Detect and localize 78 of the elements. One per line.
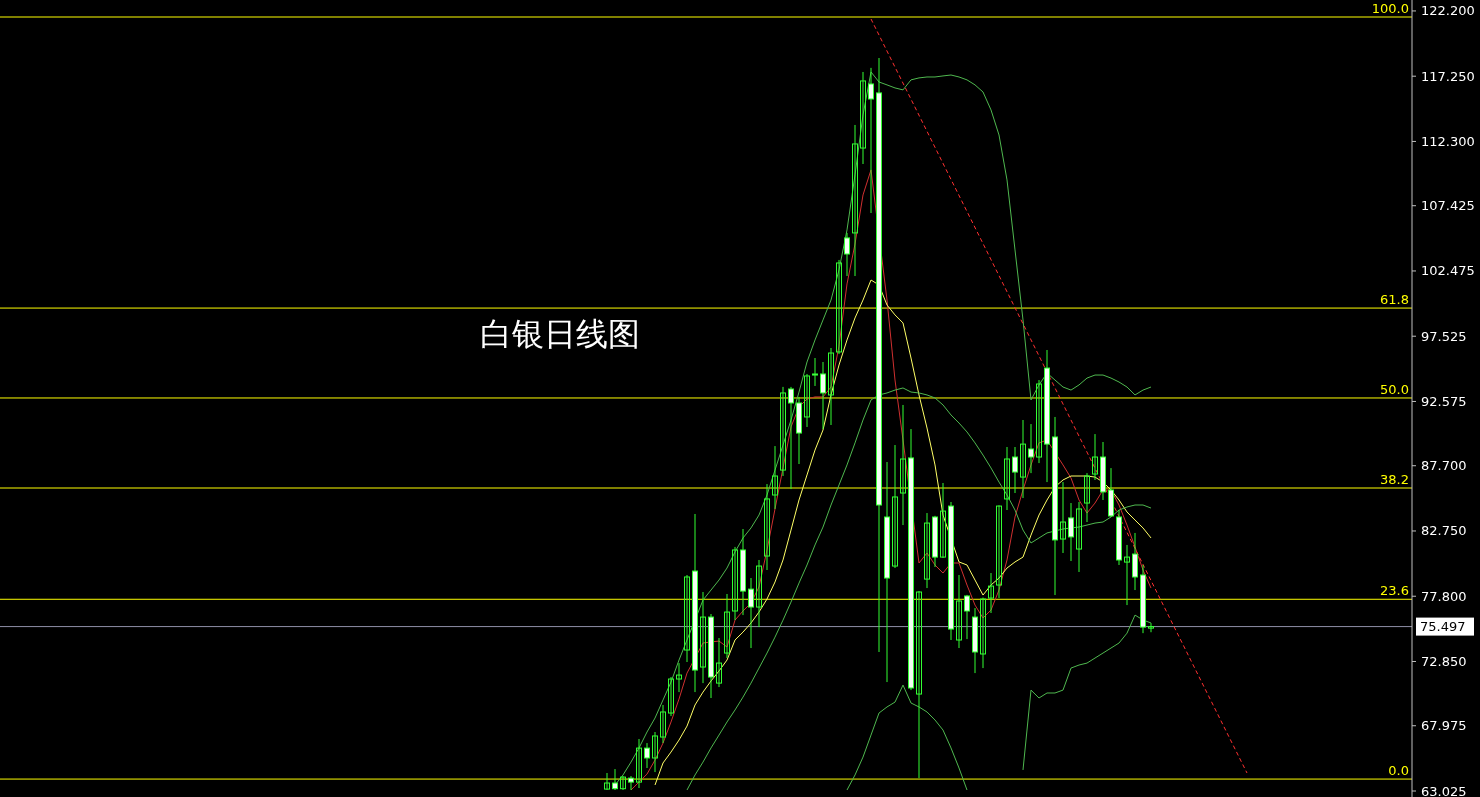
candlestick <box>980 597 986 669</box>
candlestick <box>940 482 946 559</box>
candlestick <box>820 361 826 430</box>
candlestick <box>924 512 930 589</box>
candlestick <box>900 404 906 526</box>
y-tick-label: 102.475 <box>1421 263 1475 279</box>
annotation: 61.8 <box>1380 292 1409 308</box>
candlestick <box>620 775 626 791</box>
candlestick <box>756 559 762 628</box>
candlestick <box>1076 501 1082 573</box>
candlestick <box>668 676 674 717</box>
candlestick <box>1124 544 1130 606</box>
y-tick-label: 107.425 <box>1421 198 1475 214</box>
candlestick <box>652 731 658 773</box>
candlestick <box>844 232 850 277</box>
candlestick <box>788 386 794 490</box>
candlestick <box>644 742 650 769</box>
y-tick-label: 92.575 <box>1421 393 1467 409</box>
candlestick <box>732 546 738 621</box>
candlestick <box>868 67 874 214</box>
candlestick <box>1060 481 1066 554</box>
line-series <box>686 387 1152 791</box>
candlestick <box>772 445 778 510</box>
candlestick <box>716 637 722 688</box>
candlestick <box>684 574 690 663</box>
candlestick <box>852 124 858 277</box>
annotation: 50.0 <box>1380 381 1409 397</box>
candlestick <box>988 572 994 614</box>
candlestick <box>892 444 898 569</box>
line-series <box>846 684 968 791</box>
candlestick <box>612 768 618 791</box>
candlestick <box>604 772 610 791</box>
candlestick <box>1020 419 1026 499</box>
candlestick <box>860 71 866 165</box>
y-tick-label: 122.200 <box>1421 3 1475 19</box>
y-tick-label: 82.750 <box>1421 523 1467 539</box>
candlestick <box>676 662 682 693</box>
y-tick-label: 117.250 <box>1421 68 1475 84</box>
candlestick <box>700 591 706 684</box>
candlestick <box>812 357 818 387</box>
line-series <box>1022 614 1152 771</box>
annotation: 38.2 <box>1380 472 1409 488</box>
candlestick <box>828 347 834 426</box>
y-tick-label: 67.975 <box>1421 718 1467 734</box>
annotation: 23.6 <box>1380 583 1409 599</box>
candlestick <box>780 386 786 477</box>
candlestick <box>1092 433 1098 481</box>
candlestick <box>804 373 810 428</box>
y-tick-label: 97.525 <box>1421 328 1467 344</box>
y-tick-label: 77.800 <box>1421 588 1467 604</box>
line-series <box>654 279 1152 786</box>
candlestick <box>724 593 730 659</box>
y-tick-label: 72.850 <box>1421 653 1467 669</box>
candlestick <box>836 259 842 355</box>
candlestick <box>1028 423 1034 474</box>
candlestick <box>964 594 970 640</box>
candlestick <box>1012 446 1018 494</box>
y-tick-label: 63.025 <box>1421 783 1467 797</box>
candlestick <box>660 704 666 744</box>
candlestick <box>916 590 922 779</box>
annotation: 100.0 <box>1371 1 1409 17</box>
candlestick <box>1132 532 1138 591</box>
candlestick <box>1004 446 1010 511</box>
candlestick <box>636 738 642 789</box>
y-tick-label: 112.300 <box>1421 133 1475 149</box>
candlestick <box>996 504 1002 599</box>
candlestick <box>1148 622 1154 633</box>
candlestick <box>1068 502 1074 562</box>
annotation: 0.0 <box>1388 763 1409 779</box>
candlestick <box>956 574 962 649</box>
candlestick <box>764 483 770 571</box>
ref-line-label: 75.497 <box>1420 619 1466 635</box>
y-tick-label: 87.700 <box>1421 458 1467 474</box>
candlestick <box>1036 379 1042 464</box>
text: 白银日线图 <box>480 315 640 353</box>
candlestick <box>748 577 754 649</box>
candlestick <box>628 775 634 791</box>
candlestick <box>1084 472 1090 523</box>
